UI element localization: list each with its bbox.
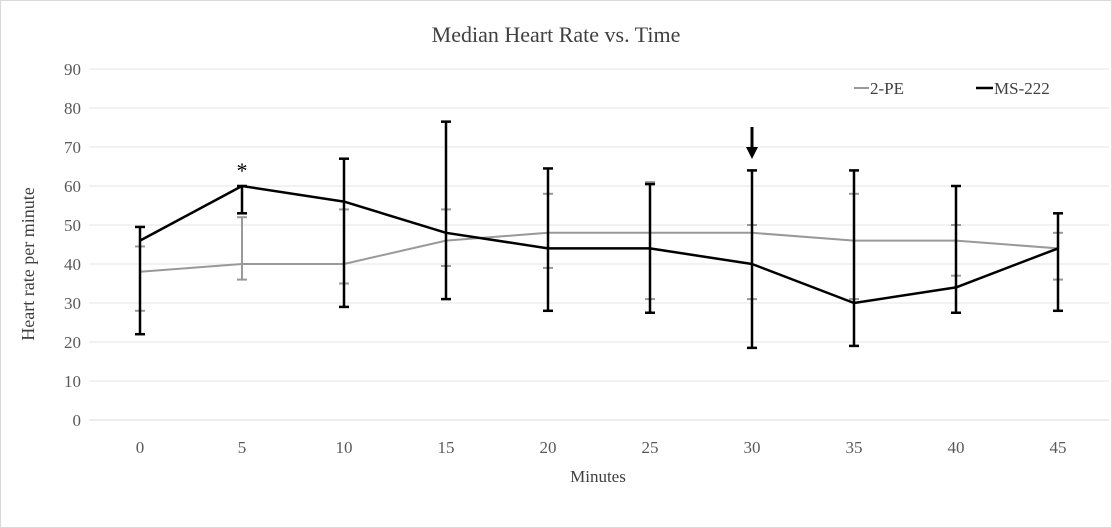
legend-item-ms-222: MS-222 <box>976 79 1050 98</box>
error-bar-ms-222 <box>951 184 961 314</box>
legend-label-ms-222: MS-222 <box>994 79 1050 98</box>
y-tick-label: 90 <box>64 60 81 79</box>
series-layer <box>135 120 1063 350</box>
error-bar-ms-222 <box>543 167 553 313</box>
x-tick-label: 30 <box>744 438 761 457</box>
series-line-ms-222 <box>139 184 1059 305</box>
x-tick-label: 45 <box>1050 438 1067 457</box>
y-axis-label: Heart rate per minute <box>18 187 38 340</box>
x-tick-label: 25 <box>642 438 659 457</box>
error-bar-ms-222 <box>849 169 859 348</box>
error-bar-2-pe <box>237 216 247 281</box>
series-ms-222 <box>135 120 1063 350</box>
significance-asterisk: * <box>237 158 248 183</box>
error-bar-ms-222 <box>747 169 757 350</box>
error-bar-ms-222 <box>237 184 247 215</box>
arrow-head <box>746 147 758 159</box>
error-bar-ms-222 <box>441 120 451 301</box>
y-tick-label: 80 <box>64 99 81 118</box>
x-tick-label: 10 <box>336 438 353 457</box>
x-tick-label: 0 <box>136 438 145 457</box>
y-tick-label: 0 <box>73 411 82 430</box>
legend-label-2-pe: 2-PE <box>870 79 904 98</box>
x-tick-label: 40 <box>948 438 965 457</box>
y-tick-label: 60 <box>64 177 81 196</box>
y-tick-label: 40 <box>64 255 81 274</box>
x-axis-label: Minutes <box>570 467 626 486</box>
gridlines <box>89 68 1109 421</box>
y-tick-label: 70 <box>64 138 81 157</box>
error-bar-ms-222 <box>645 182 655 314</box>
y-tick-label: 30 <box>64 294 81 313</box>
y-tick-labels: 0 10 20 30 40 50 60 70 80 90 <box>64 60 81 430</box>
legend-item-2-pe: 2-PE <box>854 79 904 98</box>
error-bar-ms-222 <box>339 157 349 309</box>
x-tick-label: 15 <box>438 438 455 457</box>
y-tick-label: 10 <box>64 372 81 391</box>
error-bar-ms-222 <box>135 225 145 336</box>
y-tick-label: 50 <box>64 216 81 235</box>
chart-title: Median Heart Rate vs. Time <box>432 22 681 47</box>
error-bar-ms-222 <box>1053 212 1063 313</box>
series-line-2-pe <box>139 231 1059 273</box>
x-tick-label: 20 <box>540 438 557 457</box>
down-arrow-icon <box>746 127 758 159</box>
x-tick-label: 35 <box>846 438 863 457</box>
annotations: * <box>237 127 758 183</box>
legend: 2-PE MS-222 <box>854 79 1050 98</box>
y-tick-label: 20 <box>64 333 81 352</box>
x-tick-label: 5 <box>238 438 247 457</box>
x-tick-labels: 0 5 10 15 20 25 30 35 40 45 <box>136 438 1067 457</box>
